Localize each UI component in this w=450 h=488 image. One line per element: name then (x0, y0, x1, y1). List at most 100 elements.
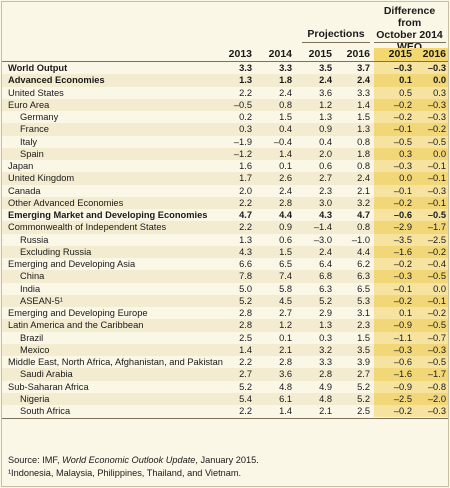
row-label: China (20, 271, 45, 282)
row-label: Canada (8, 185, 41, 196)
cell-value: 5.3 (357, 295, 370, 306)
cell-value: 6.8 (319, 271, 332, 282)
cell-value: 2.8 (239, 320, 252, 331)
cell-value: 2.1 (279, 344, 292, 355)
table-row: France 0.3 0.4 0.9 1.3 –0.1 –0.2 (2, 123, 448, 136)
cell-value: 2.3 (319, 185, 332, 196)
cell-value: 0.0 (433, 283, 446, 294)
cell-value: –0.2 (393, 259, 412, 269)
difference-band (374, 294, 448, 307)
cell-value: –0.5 (427, 210, 446, 220)
cell-value: –0.1 (427, 197, 446, 208)
cell-value: –0.3 (393, 344, 412, 355)
difference-line-2: October 2014 (376, 29, 443, 41)
cell-value: –0.3 (393, 271, 412, 282)
year-2016: 2016 (346, 48, 370, 60)
cell-value: –0.9 (393, 381, 412, 392)
cell-value: 6.5 (279, 259, 292, 269)
cell-value: –0.2 (393, 99, 412, 110)
cell-value: –0.1 (393, 185, 412, 196)
cell-value: –0.5 (427, 320, 446, 331)
cell-value: 0.0 (399, 173, 412, 184)
cell-value: –2.5 (393, 393, 412, 404)
difference-band (374, 221, 448, 234)
cell-value: –0.5 (427, 357, 446, 367)
cell-value: 0.9 (319, 124, 332, 135)
cell-value: 4.8 (319, 393, 332, 404)
cell-value: 0.8 (357, 136, 370, 147)
cell-value: 3.0 (319, 197, 332, 208)
table-row: India 5.0 5.8 6.3 6.5 –0.1 0.0 (2, 282, 448, 295)
table-footer: Source: IMF, World Economic Outlook Upda… (8, 454, 259, 480)
cell-value: –0.1 (427, 173, 446, 184)
difference-band (374, 319, 448, 332)
cell-value: 0.5 (399, 87, 412, 98)
cell-value: 2.2 (239, 87, 252, 98)
difference-band (374, 392, 448, 405)
cell-value: 1.3 (319, 320, 332, 331)
cell-value: –0.2 (393, 295, 412, 306)
cell-value: 1.4 (239, 344, 252, 355)
cell-value: 2.1 (319, 406, 332, 416)
table-row: Nigeria 5.4 6.1 4.8 5.2 –2.5 –2.0 (2, 392, 448, 405)
cell-value: 0.0 (433, 148, 446, 159)
cell-value: 2.0 (319, 148, 332, 159)
table-row: Germany 0.2 1.5 1.3 1.5 –0.2 –0.3 (2, 111, 448, 124)
row-label: Brazil (20, 332, 44, 343)
cell-value: 2.2 (239, 357, 252, 367)
year-2015: 2015 (308, 48, 332, 60)
row-label: Saudi Arabia (20, 369, 73, 380)
table-row: ASEAN-5¹ 5.2 4.5 5.2 5.3 –0.2 –0.1 (2, 294, 448, 307)
cell-value: 3.5 (319, 63, 332, 73)
cell-value: –1.2 (233, 148, 252, 159)
cell-value: 0.4 (319, 136, 332, 147)
cell-value: –0.2 (393, 112, 412, 122)
year-2013: 2013 (228, 48, 252, 60)
cell-value: –2.9 (393, 222, 412, 233)
cell-value: –0.2 (393, 406, 412, 416)
cell-value: 7.4 (279, 271, 292, 282)
cell-value: 5.2 (319, 295, 332, 306)
cell-value: 1.3 (239, 75, 252, 86)
row-label: India (20, 283, 41, 294)
cell-value: –1.4 (313, 222, 332, 233)
cell-value: 3.7 (357, 63, 370, 73)
cell-value: 6.3 (319, 283, 332, 294)
table-row: Saudi Arabia 2.7 3.6 2.8 2.7 –1.6 –1.7 (2, 368, 448, 381)
difference-band (374, 270, 448, 283)
cell-value: –0.7 (427, 332, 446, 343)
row-label: Emerging and Developing Asia (8, 259, 136, 269)
cell-value: 2.4 (357, 75, 370, 86)
cell-value: 2.6 (279, 173, 292, 184)
row-label: Emerging and Developing Europe (8, 308, 148, 318)
difference-band (374, 74, 448, 87)
row-label: Sub-Saharan Africa (8, 381, 89, 392)
cell-value: 0.3 (399, 148, 412, 159)
table-row: United Kingdom 1.7 2.6 2.7 2.4 0.0 –0.1 (2, 172, 448, 185)
row-label: Other Advanced Economies (8, 197, 124, 208)
row-label: Spain (20, 148, 44, 159)
cell-value: 5.2 (239, 295, 252, 306)
cell-value: 4.5 (279, 295, 292, 306)
difference-band (374, 405, 448, 418)
cell-value: –0.9 (393, 320, 412, 331)
cell-value: 3.6 (279, 369, 292, 380)
cell-value: 2.5 (357, 406, 370, 416)
cell-value: 1.5 (279, 246, 292, 257)
cell-value: 2.5 (239, 332, 252, 343)
row-label: Japan (8, 161, 34, 171)
row-label: Excluding Russia (20, 246, 92, 257)
difference-band (374, 135, 448, 148)
table-row: Other Advanced Economies 2.2 2.8 3.0 3.2 –0.2… (2, 196, 448, 209)
difference-band (374, 343, 448, 356)
cell-value: –1.7 (427, 369, 446, 380)
table-row: Excluding Russia 4.3 1.5 2.4 4.4 –1.6 –0.2 (2, 245, 448, 258)
difference-band (374, 233, 448, 246)
table-row: Emerging Market and Developing Economies… (2, 209, 448, 222)
cell-value: –0.3 (427, 185, 446, 196)
cell-value: –0.6 (393, 357, 412, 367)
cell-value: 6.1 (279, 393, 292, 404)
cell-value: 2.4 (319, 246, 332, 257)
table-row: Brazil 2.5 0.1 0.3 1.5 –1.1 –0.7 (2, 331, 448, 344)
cell-value: 2.4 (357, 173, 370, 184)
